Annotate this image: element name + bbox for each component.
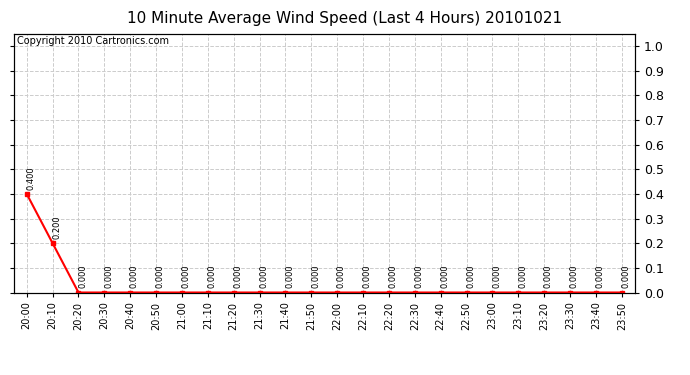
Text: 0.000: 0.000 xyxy=(78,265,87,288)
Text: 0.400: 0.400 xyxy=(26,166,35,190)
Text: 0.000: 0.000 xyxy=(156,265,165,288)
Text: 0.000: 0.000 xyxy=(518,265,527,288)
Text: 0.000: 0.000 xyxy=(595,265,604,288)
Text: 0.000: 0.000 xyxy=(311,265,320,288)
Text: 0.000: 0.000 xyxy=(544,265,553,288)
Text: 0.000: 0.000 xyxy=(285,265,294,288)
Text: 0.000: 0.000 xyxy=(415,265,424,288)
Text: 0.000: 0.000 xyxy=(622,265,631,288)
Text: 0.000: 0.000 xyxy=(466,265,475,288)
Text: 0.000: 0.000 xyxy=(208,265,217,288)
Text: 0.000: 0.000 xyxy=(130,265,139,288)
Text: 0.000: 0.000 xyxy=(492,265,501,288)
Text: 10 Minute Average Wind Speed (Last 4 Hours) 20101021: 10 Minute Average Wind Speed (Last 4 Hou… xyxy=(128,11,562,26)
Text: Copyright 2010 Cartronics.com: Copyright 2010 Cartronics.com xyxy=(17,36,169,46)
Text: 0.000: 0.000 xyxy=(337,265,346,288)
Text: 0.200: 0.200 xyxy=(52,215,61,239)
Text: 0.000: 0.000 xyxy=(104,265,113,288)
Text: 0.000: 0.000 xyxy=(388,265,397,288)
Text: 0.000: 0.000 xyxy=(259,265,268,288)
Text: 0.000: 0.000 xyxy=(233,265,242,288)
Text: 0.000: 0.000 xyxy=(363,265,372,288)
Text: 0.000: 0.000 xyxy=(181,265,190,288)
Text: 0.000: 0.000 xyxy=(440,265,449,288)
Text: 0.000: 0.000 xyxy=(570,265,579,288)
